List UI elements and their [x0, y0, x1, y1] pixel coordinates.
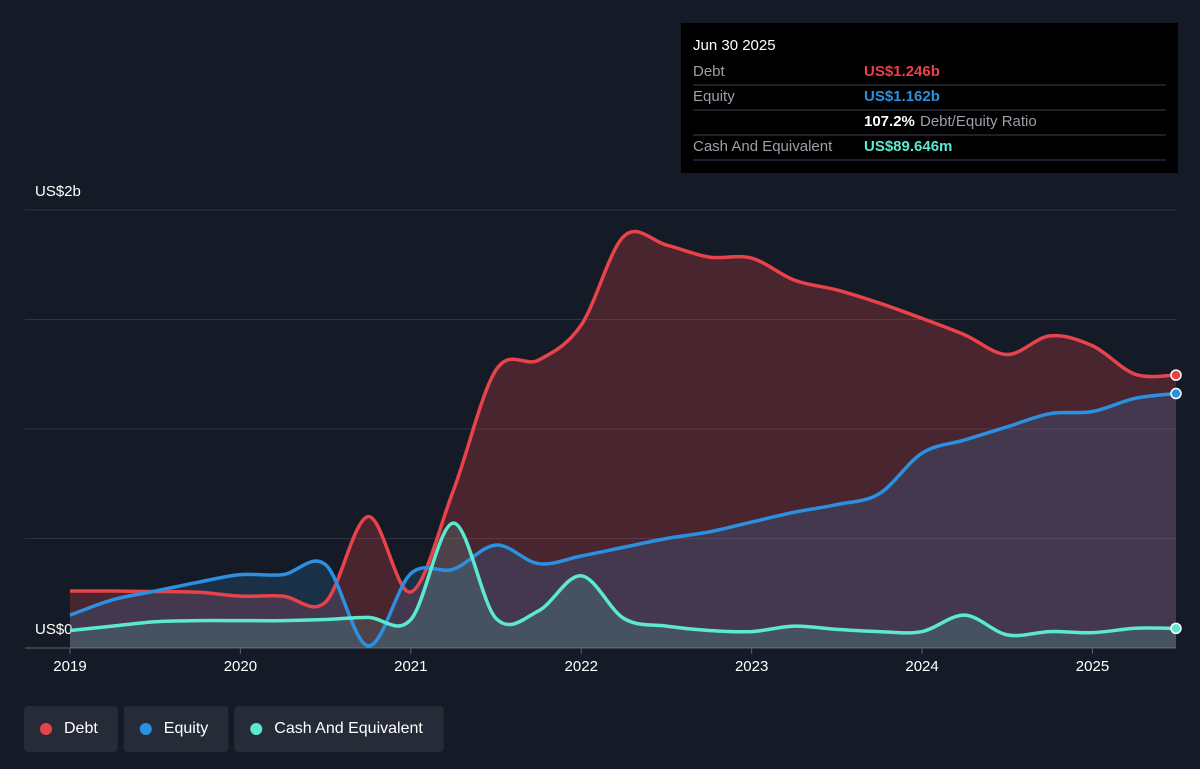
legend-item[interactable]: Debt — [24, 706, 118, 752]
legend-button[interactable] — [234, 706, 444, 752]
legend-item[interactable]: Equity — [123, 706, 229, 752]
x-tick-label: 2022 — [565, 658, 598, 675]
line — [69, 521, 1177, 638]
legend-swatch — [40, 723, 52, 735]
x-tick-label: 2025 — [1076, 658, 1109, 675]
area — [69, 393, 1176, 648]
tooltip-value: US$1.246b — [864, 63, 940, 80]
tooltip-ratio-label: Debt/Equity Ratio — [920, 113, 1037, 130]
line — [69, 229, 1177, 609]
area — [69, 231, 1176, 648]
x-tick-label: 2021 — [394, 658, 427, 675]
y-tick-label: US$0 — [35, 621, 73, 638]
line — [69, 391, 1177, 648]
legend-swatch — [250, 723, 263, 735]
tooltip-label: Equity — [693, 88, 735, 105]
tooltip: Jun 30 2025 Debt US$1.246b Equity US$1.1… — [681, 23, 1178, 173]
legend-label: Equity — [164, 720, 208, 737]
tooltip-label: Debt — [693, 63, 726, 80]
tooltip-box — [681, 23, 1178, 173]
end-point — [1170, 369, 1182, 381]
legend: Debt Equity Cash And Equivalent — [24, 706, 444, 752]
tooltip-value: US$89.646m — [864, 138, 952, 155]
legend-swatch — [139, 723, 152, 735]
x-tick-label: 2024 — [905, 658, 938, 675]
legend-button[interactable] — [123, 706, 229, 752]
legend-label: Debt — [64, 720, 98, 737]
legend-label: Cash And Equivalent — [274, 720, 423, 737]
legend-button[interactable] — [24, 706, 118, 752]
tooltip-ratio: 107.2% — [864, 113, 915, 130]
end-point — [1170, 387, 1182, 400]
end-point — [1170, 622, 1182, 635]
legend-item[interactable]: Cash And Equivalent — [234, 706, 444, 752]
x-tick-label: 2020 — [224, 658, 257, 675]
tooltip-value: US$1.162b — [864, 88, 940, 105]
y-tick-label: US$2b — [35, 183, 81, 200]
tooltip-date: Jun 30 2025 — [693, 37, 776, 54]
plot: US$0 US$2b 2019 2020 2021 2022 2023 2024 2025 — [25, 183, 1182, 675]
area — [69, 523, 1176, 648]
tooltip-label: Cash And Equivalent — [693, 138, 833, 155]
x-tick-label: 2023 — [735, 658, 768, 675]
x-tick-label: 2019 — [53, 658, 86, 675]
